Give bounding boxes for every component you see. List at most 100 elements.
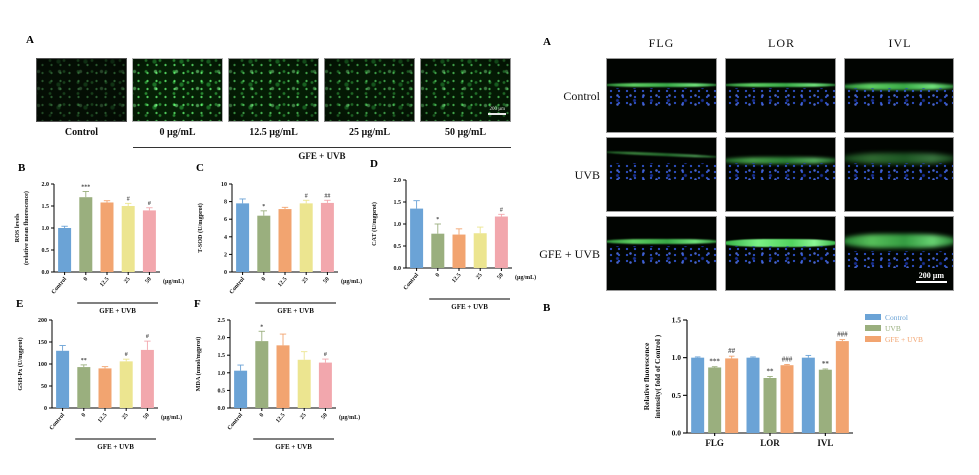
svg-text:***: *** [81, 184, 90, 190]
svg-text:12.5: 12.5 [451, 272, 462, 284]
gfe-uvb-bracket-line [133, 147, 511, 148]
svg-text:IVL: IVL [817, 438, 833, 448]
svg-text:0.5: 0.5 [218, 388, 226, 394]
svg-text:#: # [148, 201, 151, 207]
svg-text:1.0: 1.0 [394, 222, 402, 228]
blue-nuclei-band [845, 250, 953, 269]
svg-text:Control: Control [885, 313, 908, 322]
chart-cat: D 0.0 0.5 1.0 1.5 2.0 CAT (U/mgprot) Control * 0… [364, 158, 542, 330]
caption-25ug: 25 µg/mL [348, 127, 391, 138]
svg-text:50: 50 [144, 276, 152, 284]
svg-text:0.5: 0.5 [672, 391, 682, 400]
svg-text:(µg/mL): (µg/mL) [339, 414, 360, 421]
svg-text:**: ** [822, 360, 830, 368]
tissue-image-gfe-lor [725, 216, 836, 291]
svg-text:GFE + UVB: GFE + UVB [885, 335, 923, 344]
svg-text:0.0: 0.0 [672, 429, 682, 438]
tissue-image-gfe-flg [606, 216, 717, 291]
tissue-image-uvb-flg [606, 137, 717, 212]
svg-text:1.5: 1.5 [672, 316, 682, 325]
svg-text:#: # [324, 352, 327, 358]
row-label-uvb: UVB [574, 168, 600, 182]
green-stain-band [726, 156, 835, 164]
svg-text:MDA (nmol/mgprot): MDA (nmol/mgprot) [195, 337, 202, 392]
svg-text:0: 0 [224, 270, 227, 276]
scale-bar: 200 µm [488, 107, 506, 115]
blue-nuclei-band [845, 162, 953, 181]
green-stain-band [607, 150, 716, 160]
svg-text:Control: Control [51, 276, 69, 295]
green-stain-band [845, 83, 953, 91]
svg-text:25: 25 [299, 412, 307, 420]
svg-text:0.5: 0.5 [42, 248, 50, 254]
green-stain-band [845, 233, 953, 248]
tissue-image-uvb-lor [725, 137, 836, 212]
tissue-image-gfe-ivl: 200 µm [844, 216, 954, 291]
column-header-ivl: IVL [888, 36, 912, 50]
svg-text:6: 6 [224, 217, 227, 223]
svg-text:###: ### [782, 355, 793, 363]
svg-text:8: 8 [224, 200, 227, 206]
tissue-image-control-lor [725, 58, 836, 133]
scale-bar-label: 200 µm [488, 107, 506, 115]
svg-text:1.0: 1.0 [218, 371, 226, 377]
svg-text:(µg/mL): (µg/mL) [163, 278, 184, 285]
svg-text:ROS levels: ROS levels [14, 213, 21, 242]
svg-text:0: 0 [83, 276, 90, 282]
svg-text:1.5: 1.5 [42, 204, 50, 210]
svg-text:25: 25 [475, 272, 483, 280]
svg-text:0: 0 [81, 412, 88, 418]
row-label-control: Control [563, 89, 600, 103]
green-stain-band [726, 83, 835, 88]
chart-ros-levels: B 0.0 0.5 1.0 1.5 2.0 ROS levels (relative mea… [12, 162, 190, 334]
svg-text:#: # [500, 207, 503, 213]
svg-text:100: 100 [38, 362, 47, 368]
svg-text:##: ## [728, 347, 736, 355]
blue-nuclei-band [607, 246, 716, 264]
svg-text:*: * [262, 204, 265, 210]
svg-text:0: 0 [261, 276, 268, 282]
svg-text:GFE + UVB: GFE + UVB [275, 443, 312, 451]
svg-text:0: 0 [44, 406, 47, 412]
tissue-image-control-flg [606, 58, 717, 133]
svg-text:#: # [146, 334, 149, 340]
svg-text:Control: Control [227, 412, 245, 431]
green-stain-band [845, 152, 953, 165]
column-header-lor: LOR [768, 36, 795, 50]
svg-text:50: 50 [496, 272, 504, 280]
svg-text:(relative mean fluorescence): (relative mean fluorescence) [23, 191, 30, 265]
svg-text:50: 50 [41, 384, 47, 390]
row-label-gfe-uvb: GFE + UVB [539, 247, 600, 261]
caption-0ug: 0 µg/mL [159, 127, 196, 138]
svg-text:150: 150 [38, 340, 47, 346]
chart-mda: F 0.0 0.5 1.0 1.5 2.0 2.5 MDA (nmol/mgprot) Con… [188, 298, 366, 470]
tissue-image-uvb-ivl [844, 137, 954, 212]
svg-text:intensity( fold of Control ): intensity( fold of Control ) [653, 334, 662, 418]
svg-text:2: 2 [224, 252, 227, 258]
left-panel-a-letter: A [26, 34, 34, 46]
svg-text:2.0: 2.0 [218, 336, 226, 342]
svg-text:0: 0 [259, 412, 266, 418]
svg-text:FLG: FLG [705, 438, 724, 448]
caption-12-5ug: 12.5 µg/mL [249, 127, 298, 138]
svg-text:##: ## [324, 193, 330, 199]
svg-text:12.5: 12.5 [97, 412, 108, 424]
svg-text:1.5: 1.5 [218, 353, 226, 359]
svg-text:0.5: 0.5 [394, 244, 402, 250]
green-stain-band [607, 238, 716, 244]
svg-text:12.5: 12.5 [275, 412, 286, 424]
chart-relative-fluorescence: B 0.0 0.5 1.0 1.5 Relative fluorescence inten… [543, 292, 979, 475]
green-stain-band [607, 83, 716, 88]
svg-text:25: 25 [121, 412, 129, 420]
svg-text:GFE + UVB: GFE + UVB [451, 303, 488, 311]
svg-text:50: 50 [320, 412, 328, 420]
blue-nuclei-band [607, 88, 716, 106]
cell-micrograph-row: 200 µm [36, 58, 511, 122]
green-stain-band [726, 238, 835, 247]
column-header-flg: FLG [648, 36, 675, 50]
svg-text:4: 4 [224, 235, 227, 241]
svg-text:GSH-Px (U/mgprot): GSH-Px (U/mgprot) [17, 337, 24, 390]
svg-text:2.0: 2.0 [394, 178, 402, 184]
panel-d-letter: D [370, 158, 378, 170]
cell-micrograph-12-5ug [228, 58, 319, 122]
